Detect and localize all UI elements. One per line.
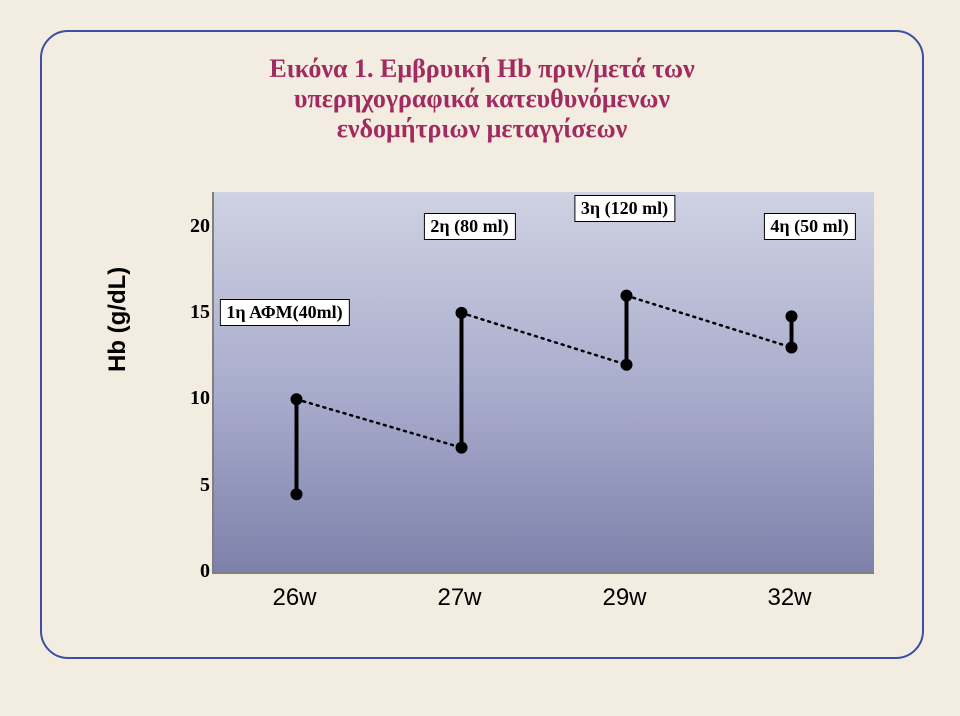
title-line-1: Εικόνα 1. Εμβρυική Hb πριν/μετά των — [42, 54, 922, 84]
title-line-3: ενδομήτριων μεταγγίσεων — [42, 114, 922, 144]
chart-title: Εικόνα 1. Εμβρυική Hb πριν/μετά των υπερ… — [42, 54, 922, 144]
annotation-label: 2η (80 ml) — [423, 213, 515, 240]
y-tick: 20 — [172, 215, 210, 238]
x-tick: 32w — [767, 584, 811, 612]
x-tick: 26w — [272, 584, 316, 612]
title-line-2: υπερηχογραφικά κατευθυνόμενων — [42, 84, 922, 114]
x-tick: 27w — [437, 584, 481, 612]
y-tick: 15 — [172, 301, 210, 324]
annotation-label: 1η ΑΦΜ(40ml) — [219, 299, 349, 326]
y-tick: 5 — [172, 474, 210, 497]
annotation-label: 3η (120 ml) — [574, 195, 675, 222]
y-tick: 0 — [172, 560, 210, 583]
annotation-label: 4η (50 ml) — [763, 213, 855, 240]
chart-area: Hb (g/dL) 05101520 26w27w29w32w 1η ΑΦΜ(4… — [112, 192, 892, 632]
y-axis-label: Hb (g/dL) — [104, 267, 132, 372]
slide-frame: Εικόνα 1. Εμβρυική Hb πριν/μετά των υπερ… — [40, 30, 924, 659]
y-tick: 10 — [172, 387, 210, 410]
plot-area — [212, 192, 874, 574]
chart-svg — [214, 192, 874, 572]
x-tick: 29w — [602, 584, 646, 612]
